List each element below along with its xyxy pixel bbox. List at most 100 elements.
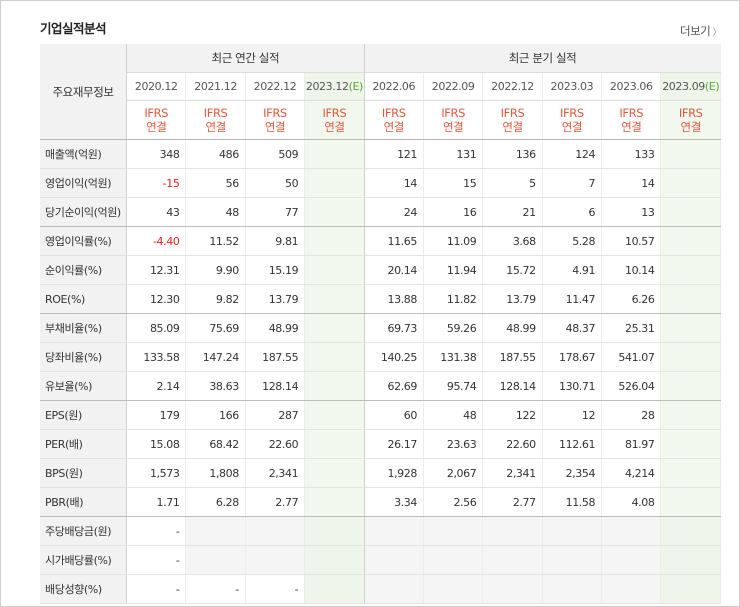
table-cell: 48.37 <box>542 313 603 343</box>
period-label: 2021.12 <box>194 80 237 93</box>
row-label: 매출액(억원) <box>40 139 128 169</box>
table-cell: 3.68 <box>482 226 543 256</box>
row-label: 영업이익(억원) <box>40 168 128 198</box>
ifrs-consolidated-badge: IFRS 연결 <box>601 100 662 140</box>
table-cell: 1,573 <box>126 458 187 488</box>
ifrs-consolidated-badge: IFRS 연결 <box>423 100 484 140</box>
ifrs-consolidated-badge: IFRS 연결 <box>126 100 187 140</box>
consolidated-label: 연결 <box>680 120 702 134</box>
table-cell: 147.24 <box>185 342 246 372</box>
table-row: 시가배당률(%) - <box>40 545 721 575</box>
row-label: ROE(%) <box>40 284 128 314</box>
table-cell <box>304 574 365 604</box>
ifrs-label: IFRS <box>322 106 347 120</box>
table-cell <box>304 545 365 575</box>
table-row: 유보율(%) 2.14 38.63 128.14 62.69 95.74 128.14 130… <box>40 371 721 401</box>
quarter-period-3: 2023.03 <box>542 72 603 101</box>
table-cell: 21 <box>482 197 543 227</box>
table-cell <box>304 342 365 372</box>
table-cell: 12.31 <box>126 255 187 285</box>
table-cell: 2,341 <box>482 458 543 488</box>
table-cell <box>423 545 484 575</box>
table-cell: 187.55 <box>482 342 543 372</box>
row-label: 주당배당금(원) <box>40 516 128 546</box>
more-link[interactable]: 더보기 〉 <box>680 23 722 39</box>
table-cell <box>304 226 365 256</box>
table-cell: 10.57 <box>601 226 662 256</box>
table-cell: 10.14 <box>601 255 662 285</box>
table-cell: -15 <box>126 168 187 198</box>
table-cell <box>660 168 721 198</box>
table-cell: 9.90 <box>185 255 246 285</box>
table-cell <box>304 197 365 227</box>
row-label: 순이익률(%) <box>40 255 128 285</box>
table-cell: 4,214 <box>601 458 662 488</box>
table-cell: 81.97 <box>601 429 662 459</box>
table-cell <box>304 313 365 343</box>
table-cell <box>660 516 721 546</box>
table-cell <box>304 516 365 546</box>
row-label: 유보율(%) <box>40 371 128 401</box>
table-cell: 4.08 <box>601 487 662 517</box>
table-cell: 1,928 <box>364 458 424 488</box>
table-row: 영업이익률(%) -4.40 11.52 9.81 11.65 11.09 3.68 5.28… <box>40 226 721 256</box>
annual-period-2: 2022.12 <box>245 72 306 101</box>
table-cell: 166 <box>185 400 246 430</box>
period-label: 2023.06 <box>609 80 653 93</box>
table-cell: 6 <box>542 197 603 227</box>
table-cell: 14 <box>364 168 424 198</box>
table-cell: 13.88 <box>364 284 424 314</box>
table-cell <box>660 284 721 314</box>
table-cell <box>660 545 721 575</box>
ifrs-consolidated-badge: IFRS 연결 <box>660 100 721 140</box>
table-row: 주당배당금(원) - <box>40 516 721 546</box>
table-cell: 69.73 <box>364 313 424 343</box>
table-cell: 50 <box>245 168 306 198</box>
table-cell: 11.94 <box>423 255 484 285</box>
table-cell: - <box>185 574 246 604</box>
table-cell: 59.26 <box>423 313 484 343</box>
period-label: 2023.12 <box>305 80 349 93</box>
table-cell: 124 <box>542 139 603 169</box>
table-cell: 133.58 <box>126 342 187 372</box>
table-cell <box>482 574 543 604</box>
table-cell: 2,341 <box>245 458 306 488</box>
table-cell <box>364 545 424 575</box>
row-label: PBR(배) <box>40 487 128 517</box>
table-cell: 1,808 <box>185 458 246 488</box>
table-cell <box>660 574 721 604</box>
table-cell: 121 <box>364 139 424 169</box>
table-cell: 136 <box>482 139 543 169</box>
table-cell <box>542 545 603 575</box>
period-label: 2022.12 <box>491 80 534 93</box>
table-cell <box>245 516 306 546</box>
financial-table: 주요재무정보 최근 연간 실적 최근 분기 실적 2020.12 2021.12 2… <box>40 44 721 604</box>
table-row: 순이익률(%) 12.31 9.90 15.19 20.14 11.94 15.72 4.91… <box>40 255 721 285</box>
table-cell: 130.71 <box>542 371 603 401</box>
period-label: 2023.09 <box>662 80 705 93</box>
table-cell <box>660 139 721 169</box>
ifrs-label: IFRS <box>203 106 228 120</box>
table-row: 당기순이익(억원) 43 48 77 24 16 21 6 13 <box>40 197 721 227</box>
table-cell: 178.67 <box>542 342 603 372</box>
table-cell <box>660 255 721 285</box>
table-cell <box>304 458 365 488</box>
table-cell: 25.31 <box>601 313 662 343</box>
consolidated-label: 연결 <box>561 120 583 134</box>
table-cell: 13.79 <box>482 284 543 314</box>
table-cell: 77 <box>245 197 306 227</box>
consolidated-label: 연결 <box>502 120 523 134</box>
table-row: EPS(원) 179 166 287 60 48 122 12 28 <box>40 400 721 430</box>
row-label: EPS(원) <box>40 400 128 430</box>
table-cell <box>304 139 365 169</box>
annual-period-0: 2020.12 <box>126 72 187 101</box>
table-cell: 24 <box>364 197 424 227</box>
table-cell <box>660 400 721 430</box>
ifrs-consolidated-badge: IFRS 연결 <box>364 100 424 140</box>
table-cell: 38.63 <box>185 371 246 401</box>
table-row: ROE(%) 12.30 9.82 13.79 13.88 11.82 13.79 11.47… <box>40 284 721 314</box>
consolidated-label: 연결 <box>264 120 286 134</box>
table-cell <box>245 545 306 575</box>
table-cell: 526.04 <box>601 371 662 401</box>
table-cell: 12 <box>542 400 603 430</box>
